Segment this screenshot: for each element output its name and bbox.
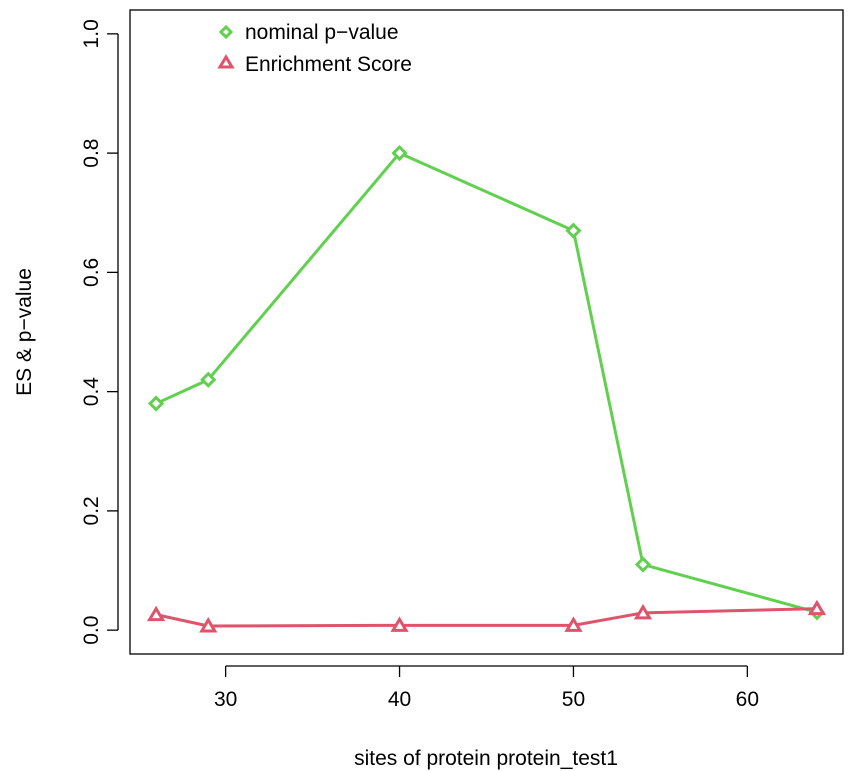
- data-point-triangle: [633, 603, 653, 620]
- legend-item-enrichment-score: Enrichment Score: [217, 53, 412, 76]
- data-point-triangle: [564, 616, 583, 632]
- data-point-triangle: [390, 616, 409, 632]
- x-axis: 30 40 50 60: [214, 665, 759, 711]
- x-tick-label: 30: [214, 688, 237, 711]
- data-point-diamond: [391, 144, 408, 162]
- legend-label-nominal-p-value: nominal p−value: [245, 21, 399, 44]
- series-layer: [146, 144, 827, 633]
- y-tick-label: 0.8: [80, 139, 103, 168]
- data-point-diamond: [634, 556, 652, 573]
- data-point-triangle: [146, 605, 166, 622]
- y-tick-label: 0.0: [80, 616, 103, 645]
- legend-label-enrichment-score: Enrichment Score: [245, 53, 412, 76]
- x-tick-label: 60: [736, 688, 759, 711]
- plot-frame: [129, 9, 844, 655]
- x-tick-label: 50: [562, 688, 585, 711]
- data-point-triangle: [807, 599, 827, 616]
- series-line-enrichment-score: [155, 607, 817, 628]
- data-point-diamond: [565, 222, 582, 239]
- legend-diamond-marker: [218, 24, 234, 40]
- y-tick-label: 1.0: [80, 19, 103, 48]
- y-tick-label: 0.6: [80, 258, 103, 287]
- series-line-nominal-p-value: [155, 151, 818, 614]
- data-point-diamond: [200, 371, 217, 388]
- y-tick-label: 0.4: [80, 377, 103, 407]
- data-point-triangle: [199, 617, 218, 633]
- y-axis-title: ES & p−value: [13, 268, 36, 396]
- x-axis-title: sites of protein protein_test1: [354, 747, 618, 770]
- x-tick-label: 40: [388, 688, 411, 711]
- legend-item-nominal-p-value: nominal p−value: [218, 21, 399, 44]
- legend-triangle-marker: [217, 54, 235, 69]
- data-point-diamond: [147, 395, 165, 412]
- y-tick-label: 0.2: [80, 496, 103, 525]
- legend: nominal p−value Enrichment Score: [217, 21, 412, 76]
- y-axis: 0.0 0.2 0.4 0.6 0.8 1.0: [80, 19, 119, 645]
